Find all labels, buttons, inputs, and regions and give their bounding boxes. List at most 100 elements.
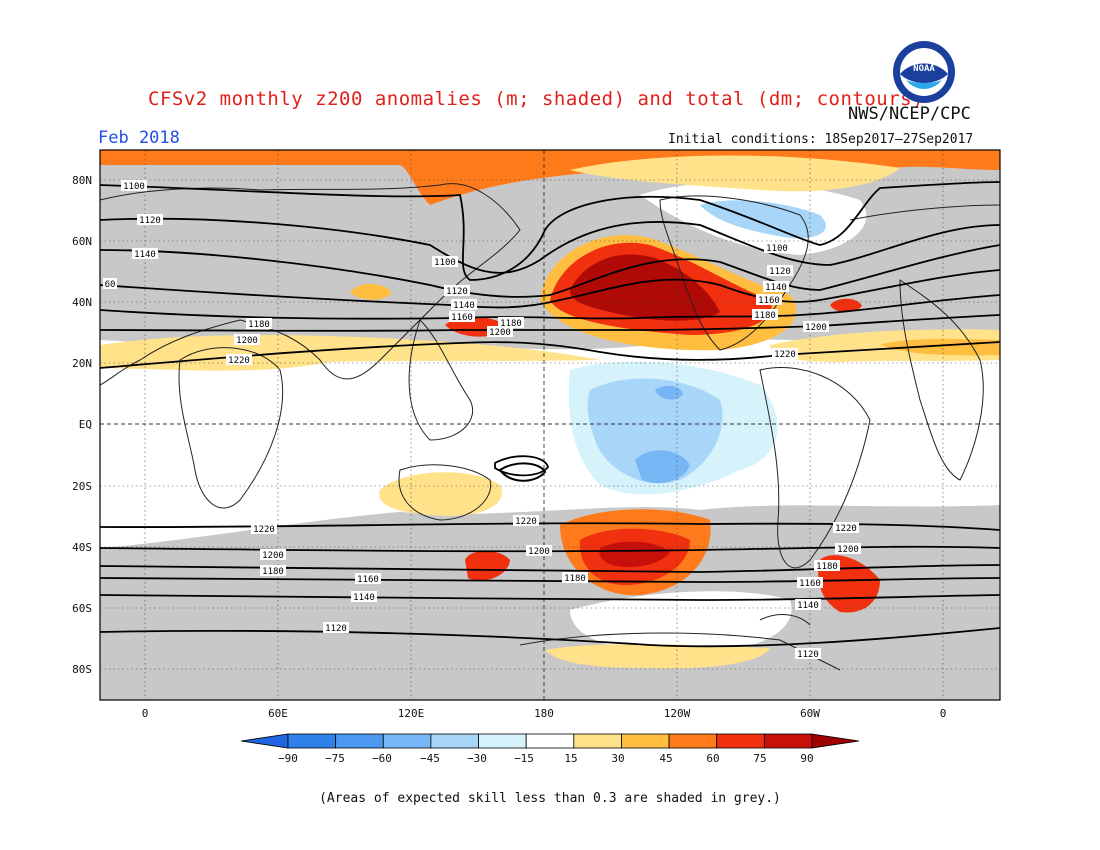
negative-anomaly-shading: [568, 200, 826, 495]
contour-label: 1180: [814, 560, 840, 572]
agency-label: NWS/NCEP/CPC: [848, 104, 971, 124]
svg-text:1140: 1140: [765, 283, 787, 293]
contour-label: 1180: [498, 317, 524, 329]
svg-text:1120: 1120: [446, 287, 468, 297]
colorbar-tick: −60: [372, 752, 392, 765]
lon-tick-label: 0: [142, 707, 149, 720]
contour-label: 1160: [449, 311, 475, 323]
svg-text:1180: 1180: [500, 319, 522, 329]
height-contours: [100, 181, 1000, 648]
contour-label: 1100: [432, 256, 458, 268]
svg-text:1120: 1120: [769, 267, 791, 277]
chart-title: CFSv2 monthly z200 anomalies (m; shaded)…: [148, 88, 925, 110]
contour-label: 1180: [752, 309, 778, 321]
svg-text:1200: 1200: [837, 545, 859, 555]
contour-label: 1120: [767, 265, 793, 277]
contour-label: 1200: [526, 545, 552, 557]
contour-label: 1220: [513, 515, 539, 527]
svg-text:1100: 1100: [123, 182, 145, 192]
contour-label: 1220: [251, 523, 277, 535]
lat-tick-label: 80S: [72, 663, 92, 676]
lat-tick-label: 20S: [72, 480, 92, 493]
svg-text:1140: 1140: [797, 601, 819, 611]
lon-tick-label: 180: [534, 707, 554, 720]
lat-tick-label: 80N: [72, 174, 92, 187]
forecast-period: Feb 2018: [98, 128, 180, 148]
contour-label: 1140: [795, 599, 821, 611]
svg-text:1140: 1140: [453, 301, 475, 311]
contour-label: 1180: [246, 318, 272, 330]
svg-text:1200: 1200: [236, 336, 258, 346]
colorbar-tick: −90: [278, 752, 298, 765]
svg-text:1220: 1220: [774, 350, 796, 360]
contour-label: 1200: [835, 543, 861, 555]
contour-label: 1160: [756, 294, 782, 306]
colorbar-segment: [335, 733, 384, 749]
colorbar-tick: 90: [800, 752, 813, 765]
svg-text:1180: 1180: [262, 567, 284, 577]
initial-conditions: Initial conditions: 18Sep2017–27Sep2017: [668, 132, 974, 147]
svg-text:1160: 1160: [357, 575, 379, 585]
contour-labels: 1100 1120 1140 60 1180 1200 1220 1100 11…: [103, 180, 861, 660]
colorbar-tick-labels: −90 −75 −60 −45 −30 −15 15 30 45 60 75 9…: [278, 752, 814, 765]
colorbar-tick: 30: [611, 752, 624, 765]
colorbar-segment: [716, 733, 765, 749]
svg-text:1120: 1120: [325, 624, 347, 634]
svg-text:1140: 1140: [353, 593, 375, 603]
colorbar-tick: −45: [420, 752, 440, 765]
colorbar-segment: [478, 733, 527, 749]
svg-text:1120: 1120: [797, 650, 819, 660]
lat-tick-label: EQ: [79, 418, 92, 431]
latitude-axis: 80N 60N 40N 20N EQ 20S 40S 60S 80S: [72, 174, 92, 676]
lat-tick-label: 40S: [72, 541, 92, 554]
svg-text:60: 60: [105, 280, 116, 290]
svg-text:1200: 1200: [489, 328, 511, 338]
contour-label: 1140: [451, 299, 477, 311]
svg-text:1180: 1180: [754, 311, 776, 321]
colorbar-segment: [668, 733, 718, 749]
colorbar-segment: [287, 733, 337, 749]
lon-tick-label: 120W: [664, 707, 691, 720]
svg-text:1160: 1160: [451, 313, 473, 323]
svg-text:1200: 1200: [262, 551, 284, 561]
map-panel: 1100 1120 1140 60 1180 1200 1220 1100 11…: [100, 150, 1000, 700]
contour-label: 1160: [355, 573, 381, 585]
colorbar-segment: [525, 733, 575, 749]
colorbar: −90 −75 −60 −45 −30 −15 15 30 45 60 75 9…: [240, 733, 860, 765]
contour-label: 60: [103, 278, 117, 290]
colorbar-tick: −15: [514, 752, 534, 765]
lon-tick-label: 60E: [268, 707, 288, 720]
contour-label: 1140: [132, 248, 158, 260]
contour-label: 1100: [764, 242, 790, 254]
contour-label: 1120: [323, 622, 349, 634]
contour-label: 1220: [772, 348, 798, 360]
svg-text:1100: 1100: [766, 244, 788, 254]
colorbar-segment: [430, 733, 479, 749]
contour-label: 1200: [487, 326, 513, 338]
colorbar-segment: [621, 733, 670, 749]
colorbar-tick: −75: [325, 752, 345, 765]
noaa-logo: NOAA: [893, 41, 955, 103]
svg-text:1120: 1120: [139, 216, 161, 226]
lon-tick-label: 0: [940, 707, 947, 720]
lon-tick-label: 120E: [398, 707, 425, 720]
contour-label: 1220: [226, 354, 252, 366]
contour-label: 1200: [803, 321, 829, 333]
contour-label: 1120: [795, 648, 821, 660]
svg-text:1220: 1220: [228, 356, 250, 366]
reference-lines: [100, 150, 1000, 700]
contour-label: 1220: [833, 522, 859, 534]
svg-text:1220: 1220: [515, 517, 537, 527]
map-frame: [99, 149, 1001, 701]
contour-label: 1180: [562, 572, 588, 584]
svg-text:1100: 1100: [434, 258, 456, 268]
colorbar-tick: 45: [659, 752, 672, 765]
colorbar-tick: 15: [564, 752, 577, 765]
colorbar-segment: [573, 733, 622, 749]
footnote: (Areas of expected skill less than 0.3 a…: [319, 791, 781, 806]
lat-tick-label: 60N: [72, 235, 92, 248]
lat-tick-label: 20N: [72, 357, 92, 370]
lon-tick-label: 60W: [800, 707, 820, 720]
longitude-axis: 0 60E 120E 180 120W 60W 0: [142, 707, 947, 720]
